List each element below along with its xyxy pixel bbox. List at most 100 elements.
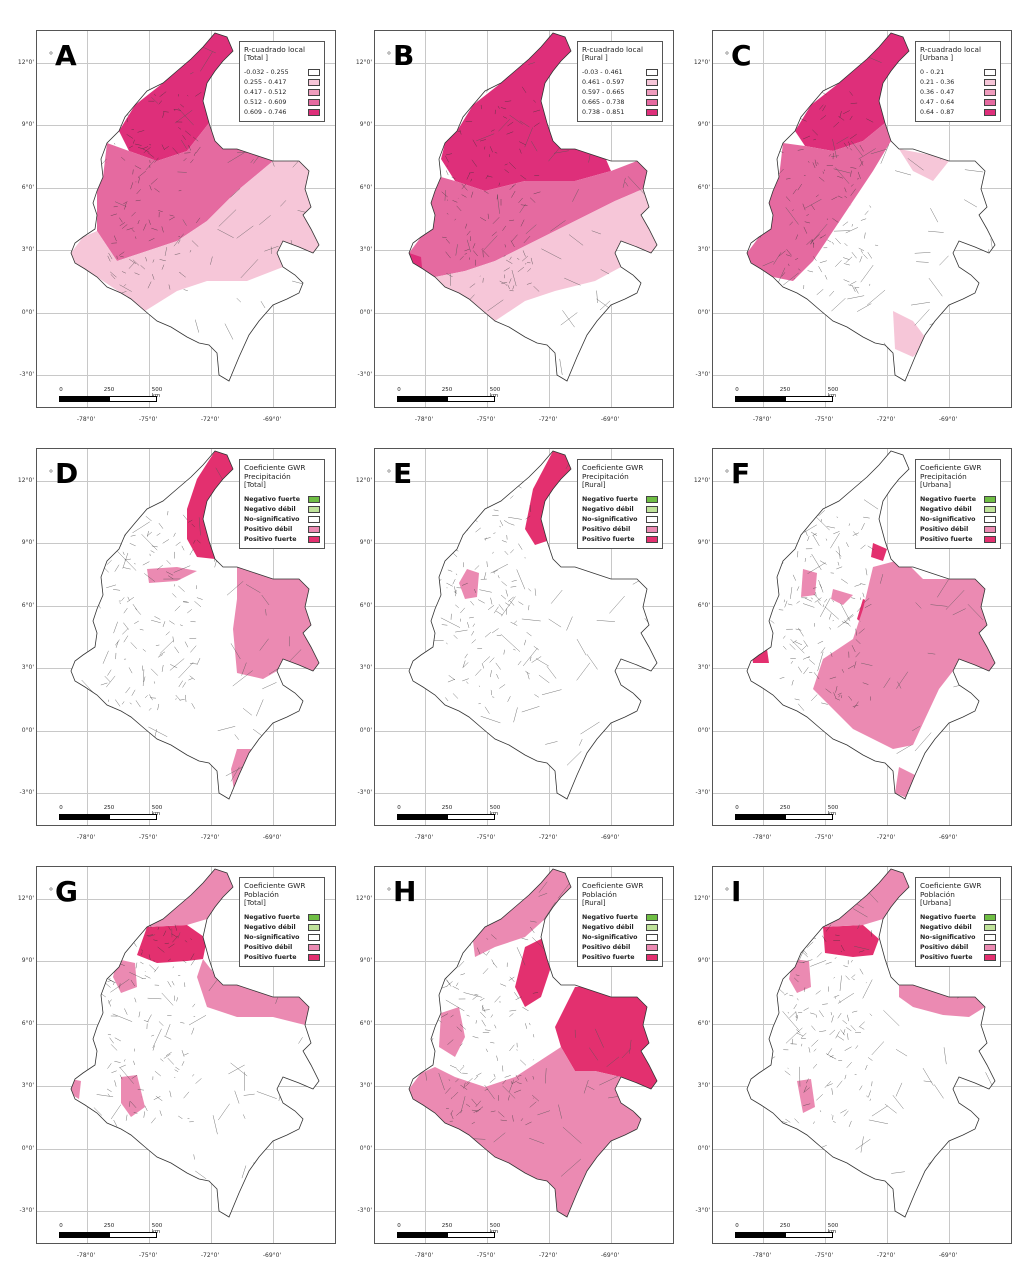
municipal-boundary: [135, 236, 137, 239]
municipal-boundary: [848, 696, 853, 701]
municipal-boundary: [522, 1007, 529, 1012]
municipal-boundary: [149, 333, 161, 347]
municipal-boundary: [268, 1189, 270, 1201]
municipal-boundary: [181, 545, 185, 551]
municipal-boundary: [835, 1031, 840, 1039]
municipal-boundary: [425, 1037, 434, 1054]
grid-line: [37, 1211, 335, 1212]
municipal-boundary: [845, 256, 853, 263]
legend-item: 0.738 - 0.851: [582, 107, 658, 117]
legend-item-label: Negativo débil: [920, 923, 972, 931]
municipal-boundary: [130, 784, 149, 790]
municipal-boundary: [409, 522, 428, 535]
legend-item-label: Positivo débil: [920, 525, 969, 533]
municipal-boundary: [868, 1119, 889, 1125]
map-panel-e: 12°0' 9°0' 6°0' 3°0' 0°0' -3°0' -78°0' -75°0' -7…: [338, 438, 676, 852]
legend-title: Coeficiente GWR Población: [244, 881, 306, 899]
x-tick-label: -72°0': [876, 1252, 896, 1259]
municipal-boundary: [783, 635, 786, 639]
municipal-boundary: [444, 190, 446, 201]
municipal-boundary: [462, 678, 469, 682]
municipal-boundary: [928, 277, 943, 297]
scale-tick-label: 250: [779, 387, 791, 393]
municipal-boundary: [143, 1020, 149, 1023]
region-fill: [439, 1007, 465, 1057]
municipal-boundary: [464, 248, 470, 252]
municipal-boundary: [838, 546, 841, 560]
municipal-boundary: [424, 1009, 442, 1023]
municipal-boundary: [123, 201, 128, 205]
municipal-boundary: [860, 1136, 864, 1153]
municipal-boundary: [439, 44, 448, 52]
municipal-boundary: [491, 934, 497, 940]
municipal-boundary: [147, 531, 152, 537]
municipal-boundary: [966, 988, 974, 997]
municipal-boundary: [844, 195, 847, 198]
municipal-boundary: [171, 933, 178, 938]
municipal-boundary: [532, 1097, 534, 1099]
legend-item-label: Positivo débil: [582, 525, 631, 533]
municipal-boundary: [807, 270, 814, 273]
municipal-boundary: [815, 592, 817, 597]
municipal-boundary: [506, 131, 514, 135]
legend-swatch: [646, 505, 658, 513]
municipal-boundary: [796, 998, 799, 1001]
municipal-boundary: [462, 582, 468, 586]
municipal-boundary: [880, 144, 890, 164]
municipal-boundary: [783, 599, 785, 603]
municipal-boundary: [784, 1070, 791, 1076]
municipal-boundary: [928, 230, 944, 233]
municipal-boundary: [804, 557, 806, 562]
municipal-boundary: [154, 157, 159, 163]
legend-swatch: [646, 98, 658, 106]
municipal-boundary: [508, 162, 516, 169]
municipal-boundary: [525, 1023, 527, 1029]
municipal-boundary: [245, 584, 261, 593]
municipal-boundary: [174, 646, 179, 654]
municipal-boundary: [795, 628, 802, 631]
municipal-boundary: [803, 1103, 811, 1106]
municipal-boundary: [859, 1085, 863, 1091]
legend-item-label: Negativo fuerte: [582, 913, 638, 921]
municipal-boundary: [764, 1179, 769, 1200]
municipal-boundary: [986, 317, 992, 333]
municipal-boundary: [152, 1045, 155, 1051]
municipal-boundary: [168, 943, 175, 949]
x-tick-label: -78°0': [414, 416, 434, 423]
municipal-boundary: [914, 252, 931, 254]
municipal-boundary: [782, 515, 785, 518]
municipal-boundary: [107, 1093, 110, 1097]
municipal-boundary: [789, 643, 796, 650]
grid-line: [763, 449, 764, 825]
municipal-boundary: [865, 568, 868, 576]
y-tick-label: 6°0': [697, 184, 710, 191]
municipal-boundary: [241, 1165, 247, 1179]
municipal-boundary: [791, 679, 794, 686]
municipal-boundary: [816, 289, 824, 295]
municipal-boundary: [635, 732, 645, 751]
legend-item-label: No-significativo: [582, 515, 638, 523]
y-tick-label: 6°0': [697, 602, 710, 609]
municipal-boundary: [545, 1068, 547, 1084]
municipal-boundary: [843, 1110, 849, 1117]
legend-swatch: [984, 88, 996, 96]
municipal-boundary: [804, 597, 812, 602]
municipal-boundary: [790, 639, 805, 654]
map-legend: R-cuadrado local [Rural ] -0.03 - 0.461 0.4…: [577, 41, 663, 122]
municipal-boundary: [487, 299, 504, 312]
municipal-boundary: [189, 250, 192, 253]
legend-swatch: [984, 505, 996, 513]
municipal-boundary: [546, 666, 557, 679]
municipal-boundary: [191, 523, 195, 528]
municipal-boundary: [907, 158, 924, 171]
municipal-boundary: [851, 597, 856, 599]
municipal-boundary: [510, 523, 515, 526]
legend-item-label: No-significativo: [920, 933, 976, 941]
municipal-boundary: [914, 732, 932, 752]
municipal-boundary: [968, 315, 977, 337]
municipal-boundary: [119, 602, 122, 604]
municipal-boundary: [182, 514, 188, 521]
municipal-boundary: [496, 1055, 498, 1061]
municipal-boundary: [161, 264, 165, 270]
municipal-boundary: [157, 703, 160, 711]
